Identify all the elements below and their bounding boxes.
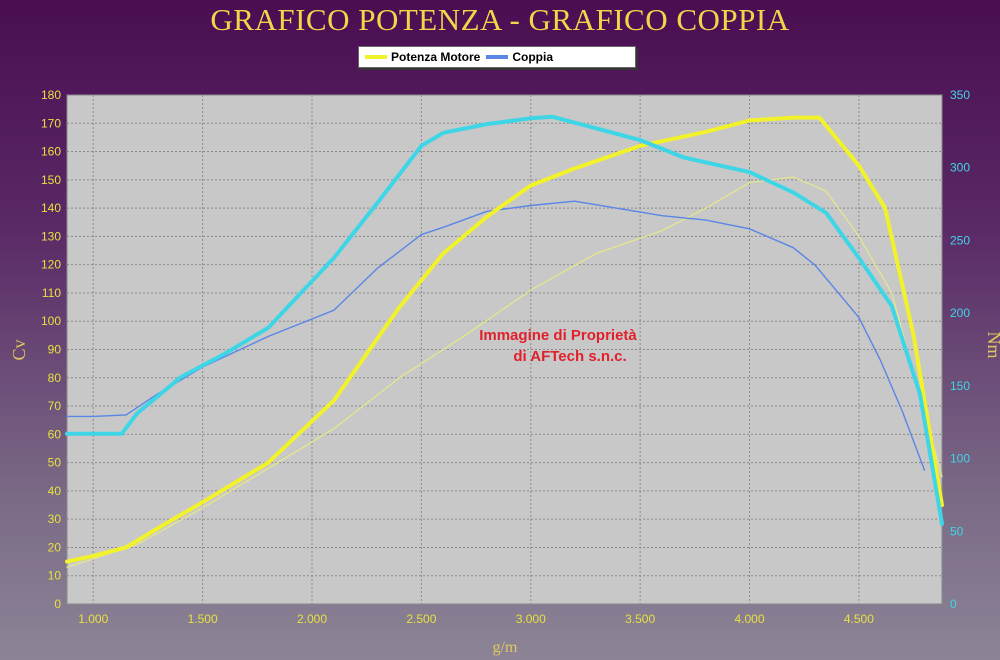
series-line-3 [65,114,944,526]
legend-item-power: Potenza Motore [365,50,480,64]
legend-label-torque: Coppia [512,50,554,64]
y-left-tick-label: 130 [41,229,61,243]
legend-swatch-power [365,55,387,59]
y-right-tick-label: 350 [950,88,970,102]
y-left-tick-label: 90 [48,343,62,357]
y-right-tick-label: 250 [950,233,970,247]
grid-lines [67,94,942,605]
y-axis-left-label: Cv [9,339,29,360]
y-left-tick-label: 110 [42,286,61,300]
y-axis-right-label: Nm [984,332,1000,359]
y-left-tick-label: 40 [48,484,62,498]
x-tick-label: 4.000 [734,612,764,626]
y-right-tick-label: 200 [950,306,970,320]
y-right-tick-label: 100 [950,452,970,466]
y-left-tick-label: 100 [41,314,61,328]
y-right-tick-label: 300 [950,161,970,175]
y-axis-right-ticks: 0 50 100 150 200 250 300 350 [950,88,970,611]
y-left-tick-label: 140 [41,201,61,215]
y-right-tick-label: 50 [950,524,964,538]
x-tick-label: 1.000 [78,612,108,626]
y-left-tick-label: 160 [41,145,61,159]
legend-label-power: Potenza Motore [391,50,481,64]
y-axis-left-ticks: 0 10 20 30 40 50 60 70 80 90 100 110 120 130 140 150 160… [41,88,61,611]
y-left-tick-label: 120 [41,258,61,272]
x-axis-label: g/m [493,639,518,656]
watermark-line-1: Immagine di Proprietà [479,327,637,344]
x-axis-ticks: 1.000 1.500 2.000 2.500 3.000 3.500 4.000 4.500 [78,612,874,626]
y-left-tick-label: 10 [48,569,62,583]
y-left-tick-label: 0 [54,597,61,611]
x-tick-label: 3.000 [516,612,546,626]
y-left-tick-label: 50 [48,456,62,470]
y-right-tick-label: 150 [950,379,970,393]
chart-title: GRAFICO POTENZA - GRAFICO COPPIA [210,2,790,37]
x-tick-label: 2.000 [297,612,327,626]
series-layer [65,114,944,568]
y-left-tick-label: 180 [41,88,61,102]
series-line-0 [65,115,944,564]
legend-swatch-torque [486,55,509,59]
x-tick-label: 1.500 [188,612,218,626]
y-left-tick-label: 20 [48,540,62,554]
y-left-tick-label: 60 [48,427,62,441]
y-right-tick-label: 0 [950,597,957,611]
y-left-tick-label: 30 [48,512,62,526]
series-line-1 [66,176,943,568]
legend-item-torque: Coppia [486,50,553,64]
chart-legend: Potenza Motore Coppia [358,46,636,68]
watermark-line-2: di AFTech s.n.c. [513,348,626,365]
x-tick-label: 3.500 [625,612,655,626]
y-left-tick-label: 170 [41,116,61,130]
x-tick-label: 4.500 [844,612,874,626]
x-tick-label: 2.500 [406,612,436,626]
y-left-tick-label: 70 [48,399,62,413]
y-left-tick-label: 80 [48,371,62,385]
y-left-tick-label: 150 [41,173,61,187]
